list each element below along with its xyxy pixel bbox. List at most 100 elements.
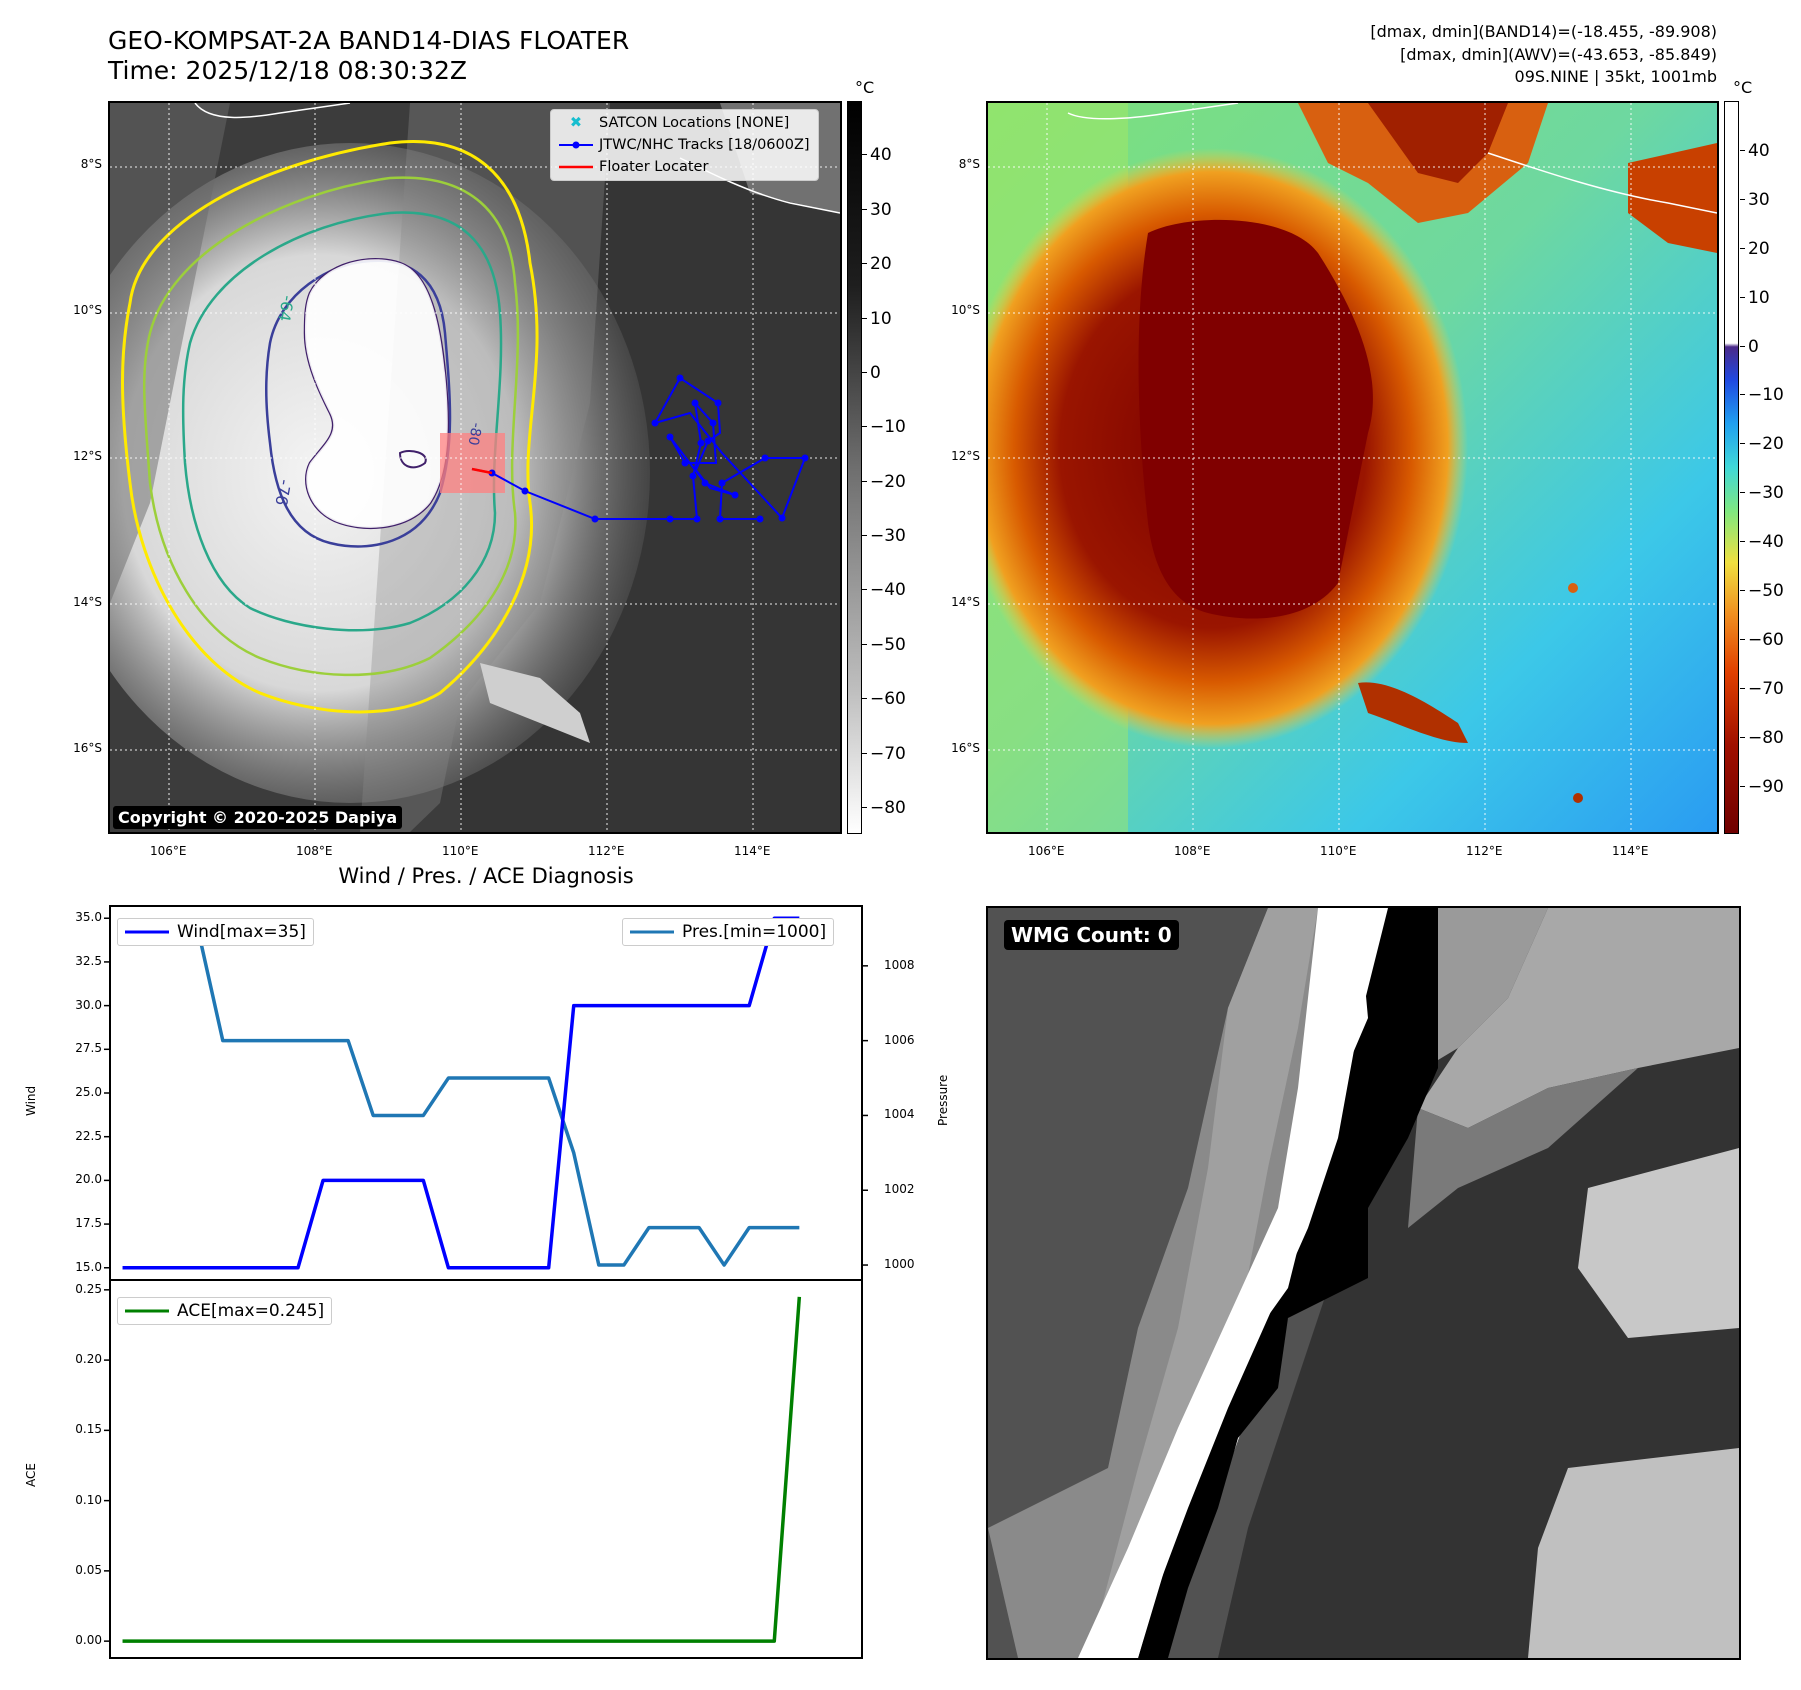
wind-ytick: 25.0	[75, 1085, 102, 1099]
color-colorbar-tick: 40	[1740, 141, 1770, 161]
gray-colorbar	[847, 101, 862, 834]
lon-label: 108°E	[1174, 844, 1211, 858]
color-colorbar-tick: −80	[1740, 728, 1784, 748]
color-colorbar-tick: −30	[1740, 483, 1784, 503]
legend-satcon-label: SATCON Locations [NONE]	[599, 115, 790, 131]
lon-label: 114°E	[1612, 844, 1649, 858]
ace-axes-frame	[109, 1279, 863, 1659]
ace-axis-label: ACE	[24, 1463, 38, 1487]
pressure-legend: Pres.[min=1000]	[622, 918, 835, 946]
color-colorbar	[1724, 101, 1739, 834]
wind-ytick: 22.5	[75, 1128, 102, 1143]
pressure-ytick: 1004	[884, 1107, 915, 1122]
lon-label: 106°E	[1028, 844, 1065, 858]
legend-tracks-label: JTWC/NHC Tracks [18/0600Z]	[599, 137, 810, 153]
ace-ytick: 0.05	[75, 1562, 102, 1577]
lon-label: 112°E	[1466, 844, 1503, 858]
gray-colorbar-tick: 0	[862, 363, 881, 383]
pressure-ytick: 1000	[884, 1257, 915, 1272]
color-colorbar-tick: −20	[1740, 434, 1784, 454]
info-line3: 09S.NINE | 35kt, 1001mb	[1514, 67, 1717, 86]
lon-label: 106°E	[150, 844, 187, 858]
awv-map-panel	[986, 101, 1719, 834]
lat-label: 14°S	[73, 595, 102, 609]
figure-title-line2: Time: 2025/12/18 08:30:32Z	[108, 56, 467, 85]
wind-ytick: 30.0	[75, 997, 102, 1012]
color-colorbar-tick: −50	[1740, 581, 1784, 601]
ace-ytick: 0.20	[75, 1352, 102, 1367]
lon-label: 112°E	[588, 844, 625, 858]
wind-axis-label: Wind	[24, 1085, 38, 1116]
lat-label: 10°S	[951, 303, 980, 317]
wind-ytick: 15.0	[75, 1259, 102, 1274]
ir-map-panel: -64 -76 -80 ✖ SATCON Locations [NONE] JT…	[108, 101, 842, 834]
color-colorbar-tick: 10	[1740, 288, 1770, 308]
color-colorbar-tick: 0	[1740, 337, 1759, 357]
legend-floater-label: Floater Locater	[599, 159, 709, 175]
gray-colorbar-tick: 40	[862, 145, 892, 165]
lat-label: 12°S	[951, 449, 980, 463]
copyright-badge: Copyright © 2020-2025 Dapiya	[113, 806, 403, 829]
map-legend: ✖ SATCON Locations [NONE] JTWC/NHC Track…	[550, 109, 819, 181]
pressure-series-line	[122, 926, 800, 1267]
color-colorbar-tick: −10	[1740, 385, 1784, 405]
lat-label: 16°S	[951, 741, 980, 755]
wind-legend-line-icon	[125, 930, 169, 934]
pressure-axis-label: Pressure	[936, 1074, 950, 1126]
ace-legend-label: ACE[max=0.245]	[177, 1301, 325, 1321]
wind-axes-frame	[109, 905, 863, 1281]
color-colorbar-tick: 30	[1740, 190, 1770, 210]
ace-ytick: 0.15	[75, 1422, 102, 1437]
diagnosis-chart	[104, 905, 868, 1659]
gray-colorbar-tick: 20	[862, 254, 892, 274]
color-colorbar-tick: 20	[1740, 239, 1770, 259]
wind-ytick: 27.5	[75, 1041, 102, 1056]
figure-title-line1: GEO-KOMPSAT-2A BAND14-DIAS FLOATER	[108, 26, 630, 55]
wind-ytick: 20.0	[75, 1172, 102, 1187]
gray-colorbar-tick: −20	[862, 472, 906, 492]
lat-label: 12°S	[73, 449, 102, 463]
wmg-image	[988, 908, 1739, 1658]
color-colorbar-tick: −90	[1740, 777, 1784, 797]
wind-legend-label: Wind[max=35]	[177, 922, 306, 942]
diagnosis-title: Wind / Pres. / ACE Diagnosis	[338, 864, 634, 888]
wmg-panel: WMG Count: 0	[986, 906, 1741, 1660]
gray-colorbar-tick: 10	[862, 309, 892, 329]
wind-ytick: 17.5	[75, 1216, 102, 1231]
gray-colorbar-tick: 30	[862, 200, 892, 220]
pressure-ytick: 1008	[884, 957, 915, 972]
floater-line-icon	[559, 165, 593, 169]
ace-legend-line-icon	[125, 1309, 169, 1313]
info-line1: [dmax, dmin](BAND14)=(-18.455, -89.908)	[1370, 22, 1717, 41]
lat-label: 14°S	[951, 595, 980, 609]
wind-ytick: 35.0	[75, 910, 102, 925]
gray-colorbar-tick: −30	[862, 526, 906, 546]
ir-map-image	[110, 103, 840, 832]
awv-map-image	[988, 103, 1717, 832]
ace-ytick: 0.25	[75, 1281, 102, 1296]
gray-colorbar-tick: −40	[862, 580, 906, 600]
lon-label: 110°E	[1320, 844, 1357, 858]
color-colorbar-tick: −40	[1740, 532, 1784, 552]
pressure-ytick: 1006	[884, 1032, 915, 1047]
legend-satcon: ✖ SATCON Locations [NONE]	[559, 112, 810, 134]
lat-label: 10°S	[73, 303, 102, 317]
gray-colorbar-tick: −50	[862, 635, 906, 655]
gray-colorbar-unit: °C	[855, 78, 875, 97]
gray-colorbar-tick: −10	[862, 417, 906, 437]
lon-label: 108°E	[296, 844, 333, 858]
ace-legend: ACE[max=0.245]	[117, 1297, 333, 1325]
lon-label: 110°E	[442, 844, 479, 858]
lat-label: 8°S	[958, 157, 980, 171]
legend-floater: Floater Locater	[559, 156, 810, 178]
lon-label: 114°E	[734, 844, 771, 858]
gray-colorbar-tick: −80	[862, 798, 906, 818]
wind-series-line	[122, 916, 800, 1270]
pressure-legend-label: Pres.[min=1000]	[682, 922, 827, 942]
ace-ytick: 0.00	[75, 1633, 102, 1648]
wind-ytick: 32.5	[75, 953, 102, 968]
satcon-marker-icon: ✖	[569, 115, 583, 131]
lat-label: 16°S	[73, 741, 102, 755]
color-colorbar-unit: °C	[1733, 78, 1753, 97]
track-line-icon	[559, 141, 593, 149]
